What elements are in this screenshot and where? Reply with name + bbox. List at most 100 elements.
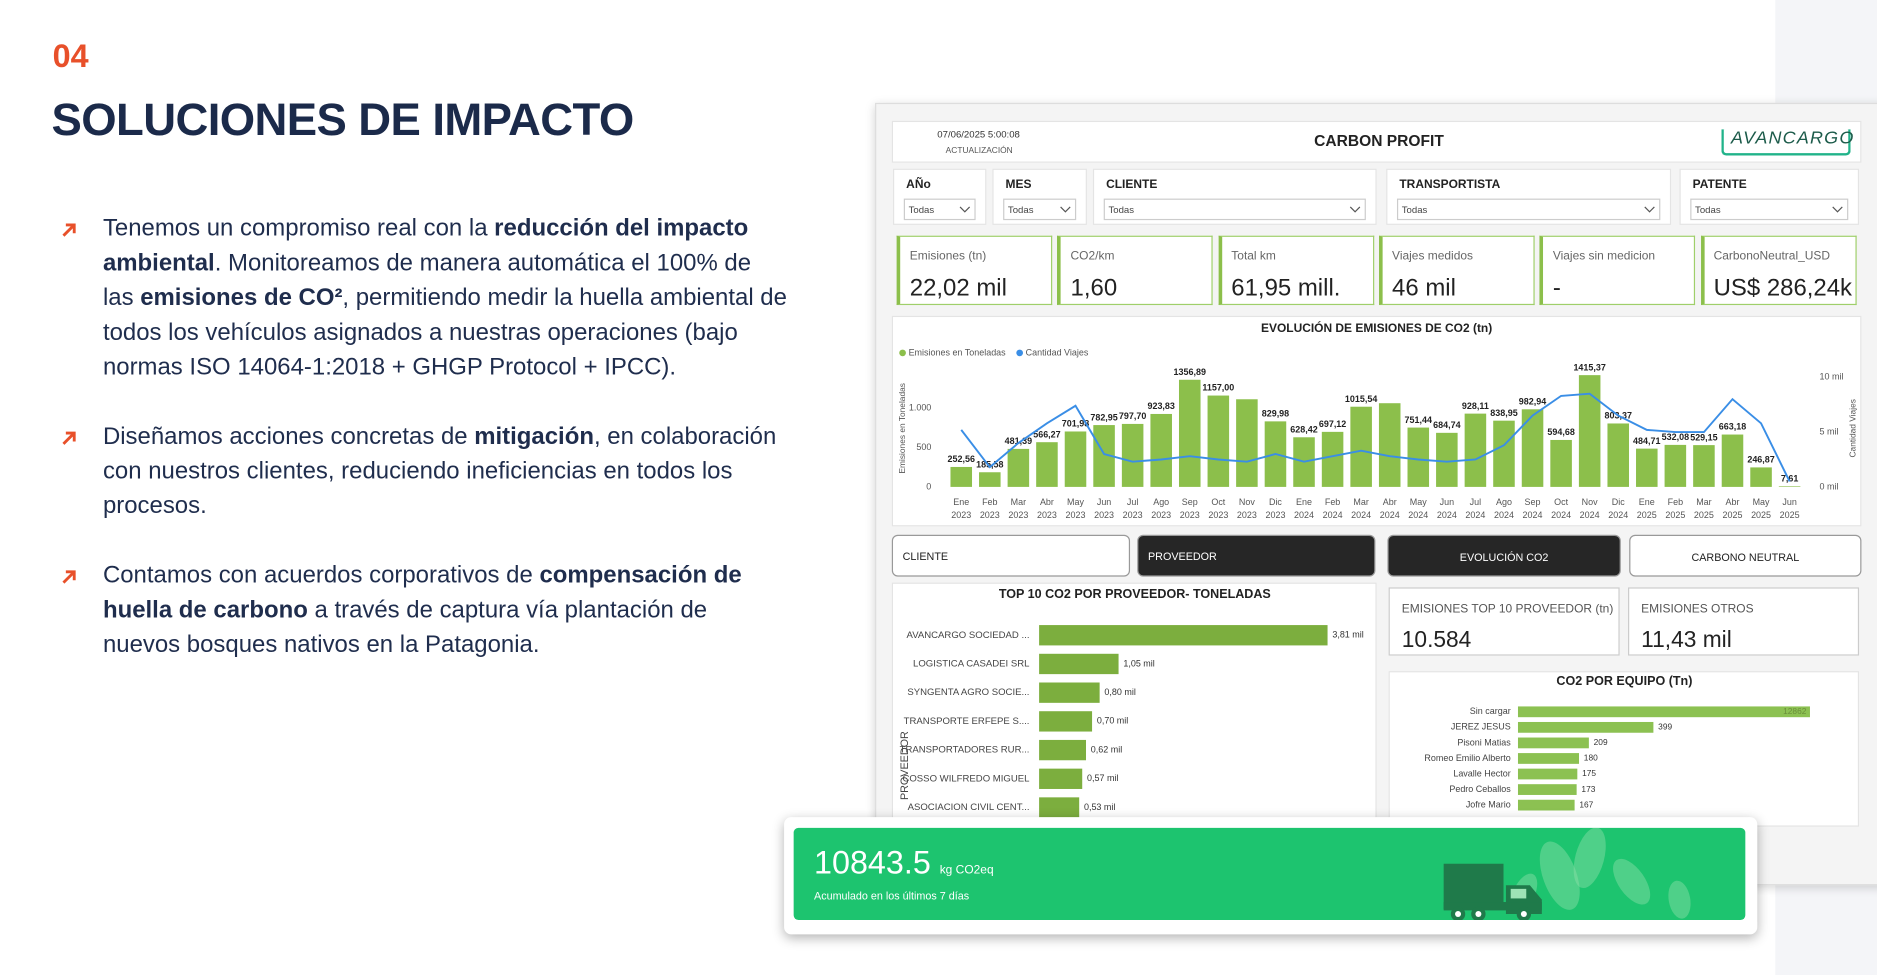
x-tick-label: 2024 — [1380, 510, 1400, 520]
bar — [1036, 442, 1058, 487]
x-tick-label: Feb — [982, 497, 997, 507]
nav-button[interactable]: CARBONO NEUTRAL — [1629, 534, 1862, 577]
x-tick-label: 2023 — [1151, 510, 1171, 520]
kpi-label: Emisiones (tn) — [909, 250, 987, 264]
kpi-card: Viajes medidos 46 mil — [1378, 235, 1535, 306]
y-tick-label: 1.000 — [909, 402, 931, 412]
bar — [1517, 768, 1578, 780]
bar — [1121, 423, 1144, 487]
bar — [1517, 721, 1654, 733]
kpi-value: 1,60 — [1070, 275, 1118, 302]
chart-layer — [62, 223, 76, 237]
data-label: 12862 — [1783, 706, 1807, 716]
nav-button[interactable]: EVOLUCIÓN CO2 — [1387, 534, 1621, 577]
kpi-value: 46 mil — [1392, 275, 1456, 302]
category-label: COSSO WILFREDO MIGUEL — [902, 773, 1029, 784]
data-label: 180 — [1584, 753, 1598, 763]
kpi-value: 22,02 mil — [909, 275, 1007, 302]
y2-axis-label: Cantidad Viajes — [1847, 399, 1857, 457]
x-tick-label: 2024 — [1323, 510, 1343, 520]
truck-hub — [1475, 910, 1482, 917]
data-label: 0,57 mil — [1087, 773, 1118, 783]
category-label: Pedro Ceballos — [1449, 784, 1511, 794]
data-label: 0,70 mil — [1097, 716, 1128, 726]
filter-value: Todas — [908, 204, 935, 216]
truck-body — [1443, 863, 1504, 910]
bar — [1517, 799, 1575, 811]
legend-dot — [1016, 349, 1024, 357]
bar — [1721, 434, 1744, 487]
filter-value: Todas — [1007, 204, 1034, 216]
bar — [1093, 425, 1115, 487]
y-axis-label: PROVEEDOR — [899, 731, 911, 800]
data-label: 7,61 — [1781, 474, 1798, 484]
kpi-card: Viajes sin medicion - — [1539, 235, 1696, 306]
x-tick-label: 2023 — [1037, 510, 1057, 520]
y-axis-label: Emisiones en Toneladas — [897, 383, 907, 473]
kpi-label: EMISIONES OTROS — [1641, 602, 1754, 617]
x-tick-label: 2023 — [951, 510, 971, 520]
chart-title: EVOLUCIÓN DE EMISIONES DE CO2 (tn) — [1261, 320, 1492, 335]
title-part: SOLUCIONES DE — [51, 95, 421, 146]
x-tick-label: 2025 — [1637, 510, 1657, 520]
data-label: 684,74 — [1433, 420, 1460, 430]
data-label: 751,44 — [1405, 415, 1432, 425]
kpi-value: 11,43 mil — [1641, 628, 1732, 654]
x-tick-label: Ago — [1153, 497, 1169, 507]
category-label: AVANCARGO SOCIEDAD ... — [907, 630, 1030, 641]
bar — [1039, 739, 1087, 761]
bullet-text: . Monitoreamos de manera automática el 1… — [102, 250, 752, 312]
update-label: ACTUALIZACIÓN — [945, 147, 1013, 156]
bullet-arrow — [62, 431, 76, 445]
filter: CLIENTE Todas — [1092, 168, 1377, 225]
nav-button[interactable]: CLIENTE — [891, 534, 1131, 577]
filter: TRANSPORTISTA Todas — [1386, 168, 1672, 225]
x-tick-label: 2024 — [1580, 510, 1600, 520]
data-label: 0,80 mil — [1104, 687, 1135, 697]
bullet-text: reducción del impacto ambiental — [102, 215, 749, 277]
update-date: 07/06/2025 5:00:08 — [937, 129, 1020, 140]
bullet-arrow — [62, 570, 76, 584]
y2-tick-label: 5 mil — [1820, 426, 1839, 436]
bar — [1464, 413, 1487, 487]
leaf — [1668, 880, 1691, 919]
dropdown-arrow — [1060, 206, 1071, 213]
x-tick-label: 2025 — [1751, 510, 1771, 520]
x-tick-label: Sep — [1182, 497, 1198, 507]
category-label: Lavalle Hector — [1453, 768, 1510, 778]
filter-dropdown: Todas — [1396, 198, 1661, 221]
nav-button-label: CARBONO NEUTRAL — [1691, 551, 1800, 564]
filter-dropdown: Todas — [1003, 198, 1077, 221]
data-label: 566,27 — [1033, 429, 1060, 439]
data-label: 628,42 — [1290, 424, 1317, 434]
chart-layer — [1443, 827, 1691, 920]
x-tick-label: 2023 — [1094, 510, 1114, 520]
card-value: 10843.5 — [814, 844, 931, 881]
bullet-text: mitigación — [474, 423, 594, 450]
x-tick-label: May — [1410, 497, 1427, 507]
dropdown-arrow — [959, 206, 971, 213]
x-tick-label: Feb — [1668, 497, 1683, 507]
kpi-label: Viajes medidos — [1392, 250, 1474, 264]
bullet-text: a través de captura vía plantación de nu… — [102, 596, 708, 658]
x-tick-label: 2023 — [1208, 510, 1228, 520]
bar — [1517, 706, 1810, 718]
data-label: 173 — [1581, 784, 1595, 794]
kpi-value: - — [1552, 275, 1561, 302]
filter-value: Todas — [1108, 204, 1135, 216]
data-label: 594,68 — [1547, 427, 1574, 437]
category-label: Jofre Mario — [1466, 800, 1511, 810]
data-label: 838,95 — [1490, 408, 1517, 418]
chart-layer — [1060, 206, 1071, 213]
filter-value: Todas — [1401, 204, 1428, 216]
nav-button[interactable]: PROVEEDOR — [1137, 534, 1376, 577]
data-label: 829,98 — [1262, 409, 1289, 419]
chart-layer — [62, 431, 76, 445]
data-label: 481,39 — [1005, 436, 1032, 446]
bullet-text: Tenemos un compromiso real con la — [102, 215, 495, 242]
x-tick-label: Oct — [1211, 497, 1225, 507]
chart-title: TOP 10 CO2 POR PROVEEDOR- TONELADAS — [999, 587, 1271, 601]
x-tick-label: Oct — [1554, 497, 1568, 507]
bar — [1236, 399, 1258, 487]
